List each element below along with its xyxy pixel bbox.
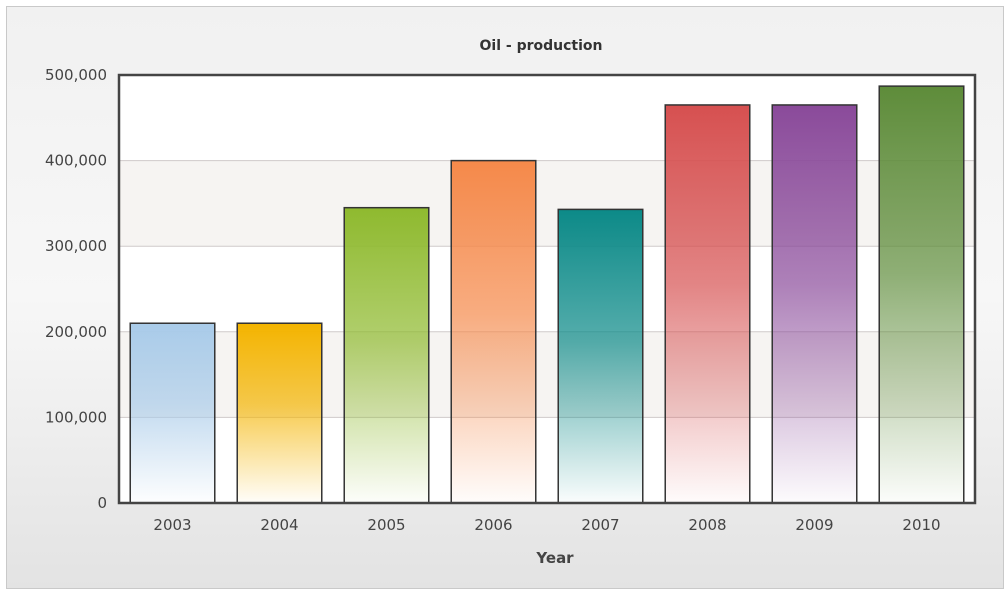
- x-tick-label: 2008: [688, 516, 726, 534]
- bar-2003[interactable]: [129, 322, 216, 504]
- chart-frame: Oil - production 0 100,000 200,000 300,000 4…: [6, 6, 1004, 589]
- x-tick-label: 2010: [902, 516, 940, 534]
- x-tick-label: 2006: [474, 516, 512, 534]
- bar-chart: Oil - production 0 100,000 200,000 300,000 4…: [45, 38, 977, 567]
- x-tick-label: 2003: [153, 516, 191, 534]
- bar-layer: [129, 85, 965, 504]
- y-axis-ticks: 0 100,000 200,000 300,000 400,000 500,000: [45, 66, 107, 512]
- x-tick-label: 2007: [581, 516, 619, 534]
- bar-2004[interactable]: [236, 322, 323, 504]
- y-tick-label: 100,000: [45, 408, 107, 426]
- x-tick-label: 2009: [795, 516, 833, 534]
- plot-border: [117, 73, 977, 505]
- bar-2010[interactable]: [878, 85, 965, 504]
- y-tick-label: 400,000: [45, 152, 107, 170]
- y-tick-label: 300,000: [45, 237, 107, 255]
- bar-2008[interactable]: [664, 104, 751, 504]
- x-axis-ticks: 2003 2004 2005 2006 2007 2008 2009 2010: [153, 516, 940, 534]
- x-axis-label: Year: [535, 549, 574, 567]
- x-tick-label: 2004: [260, 516, 298, 534]
- x-tick-label: 2005: [367, 516, 405, 534]
- chart-title: Oil - production: [480, 38, 603, 54]
- bar-2007[interactable]: [557, 208, 644, 504]
- bar-2006[interactable]: [450, 159, 537, 504]
- bar-2009[interactable]: [771, 104, 858, 504]
- y-tick-label: 200,000: [45, 323, 107, 341]
- bar-2005[interactable]: [343, 206, 430, 504]
- y-tick-label: 0: [97, 494, 107, 512]
- y-tick-label: 500,000: [45, 66, 107, 84]
